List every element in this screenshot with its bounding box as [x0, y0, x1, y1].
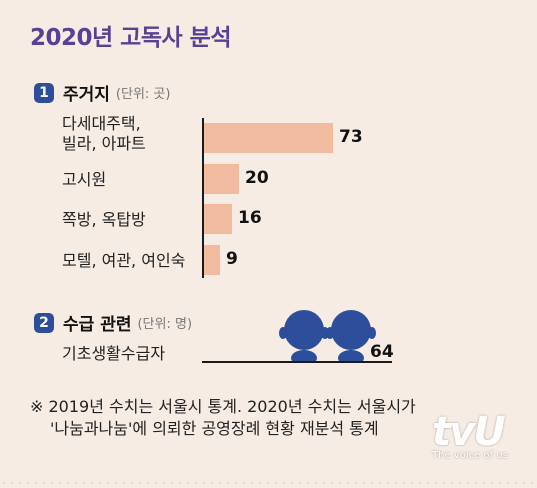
section-number-badge: 2 — [34, 312, 54, 333]
baseline — [202, 361, 392, 363]
data-label: 64 — [370, 342, 394, 362]
bar — [204, 204, 232, 234]
category-label: 쪽방, 옥탑방 — [62, 210, 146, 230]
category-label-line: 다세대주택, — [62, 114, 141, 133]
section-unit: (단위: 명) — [137, 317, 193, 332]
section-number-badge: 1 — [34, 82, 54, 103]
category-label: 다세대주택, 빌라, 아파트 — [62, 114, 146, 154]
bar — [204, 164, 239, 194]
section-header-residence: 1 주거지 (단위: 곳) — [34, 80, 170, 105]
section-unit: (단위: 곳) — [115, 87, 171, 102]
category-label: 기초생활수급자 — [62, 344, 166, 363]
category-label-line: 쪽방, 옥탑방 — [62, 210, 146, 229]
brand-logo: tvU The voice of us — [432, 410, 508, 461]
data-label: 73 — [339, 127, 363, 147]
logo-text: tvU — [432, 409, 506, 455]
bar — [204, 245, 220, 275]
person-icon — [326, 310, 376, 366]
dotted-divider — [0, 482, 537, 484]
section-header-welfare: 2 수급 관련 (단위: 명) — [34, 310, 192, 335]
section-title: 수급 관련 — [63, 315, 132, 335]
logo-tagline: The voice of us — [432, 450, 508, 461]
bar — [204, 123, 333, 153]
category-label: 고시원 — [62, 170, 106, 190]
section-title: 주거지 — [63, 85, 110, 105]
data-label: 9 — [226, 249, 238, 269]
page-title: 2020년 고독사 분석 — [30, 25, 232, 51]
category-label-line: 고시원 — [62, 170, 107, 189]
data-label: 16 — [238, 208, 262, 228]
category-label-line: 빌라, 아파트 — [62, 134, 146, 153]
footnote-line: '나눔과나눔'에 의뢰한 공영장례 현황 재분석 통계 — [50, 419, 379, 438]
chart-axis — [202, 118, 204, 278]
category-label: 모텔, 여관, 여인숙 — [62, 251, 185, 271]
footnote-line: ※ 2019년 수치는 서울시 통계. 2020년 수치는 서울시가 — [30, 397, 416, 416]
people-pictogram — [279, 307, 379, 367]
category-label-line: 모텔, 여관, 여인숙 — [62, 251, 186, 270]
data-label: 20 — [245, 168, 269, 188]
person-icon — [279, 310, 329, 366]
